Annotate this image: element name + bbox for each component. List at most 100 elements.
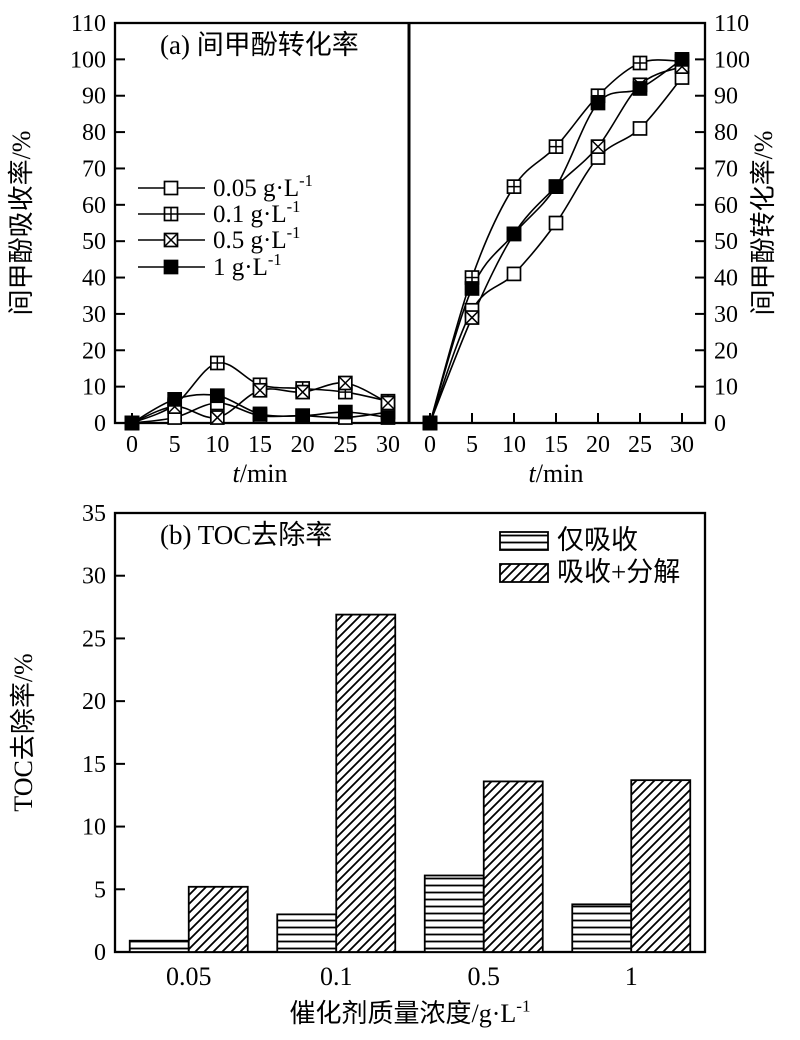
bar-diagonal xyxy=(335,613,397,953)
y-tick-label: 0 xyxy=(94,940,106,966)
bar-horizontal xyxy=(128,939,190,953)
y-tick-label-left: 80 xyxy=(82,120,106,146)
x-tick-label: 25 xyxy=(333,432,357,458)
x-tick-label: 10 xyxy=(205,432,229,458)
y-tick-label-right: 50 xyxy=(714,229,738,255)
data-point-marker-filled-square xyxy=(163,259,179,275)
y-tick-label-left: 90 xyxy=(82,84,106,110)
filled-square-glyph xyxy=(464,281,480,296)
y-axis-label: TOC去除率/% xyxy=(9,653,38,811)
filled-square-glyph xyxy=(422,415,438,431)
filled-square-glyph xyxy=(506,226,522,242)
filled-square-glyph xyxy=(209,388,225,404)
data-point-marker-filled-square xyxy=(464,281,480,296)
data-point-marker-open-square xyxy=(506,266,522,282)
panel-b-root: 0 5 10 15 20 25 30 35 0.05 0.1 0.5 1 (b) TOC去除率催化剂质量… xyxy=(9,501,707,1028)
y-tick-label-left: 30 xyxy=(82,302,106,328)
filled-square-glyph xyxy=(163,259,179,275)
y-tick-label: 20 xyxy=(82,689,106,715)
data-point-marker-x-square xyxy=(590,139,606,154)
x-category-label: 0.05 xyxy=(166,962,212,991)
open-square-glyph xyxy=(506,266,522,282)
plot-frame xyxy=(113,511,707,954)
x-tick-label: 20 xyxy=(586,432,610,458)
data-point-marker-plus-square xyxy=(209,355,225,371)
legend-label: 0.1 g·L-1 xyxy=(213,197,300,228)
marker-x-2 xyxy=(380,395,396,411)
marker-x-2 xyxy=(590,139,606,154)
y-tick-label-right: 0 xyxy=(714,411,726,437)
data-point-marker-filled-square xyxy=(295,408,311,424)
x-category-label: 0.1 xyxy=(320,962,353,991)
panel-a-line-chart: 0 0 10 10 20 20 30 30 40 40 50 50 60 60 70 70 80 80 90 90 10… xyxy=(0,0,800,490)
marker-x-2 xyxy=(163,232,179,248)
data-point-marker-plus-square xyxy=(163,206,179,222)
legend-swatch-diagonal xyxy=(499,563,549,583)
bar-chart-svg: 0 5 10 15 20 25 30 35 0.05 0.1 0.5 1 (b) TOC去除率催化剂质量… xyxy=(9,501,707,1028)
x-tick-label: 0 xyxy=(424,432,436,458)
y-axis-label-left: 间甲酚吸收率/% xyxy=(7,131,36,316)
filled-square-glyph xyxy=(590,95,606,111)
marker-x-2 xyxy=(252,383,268,398)
y-tick-label-right: 70 xyxy=(714,156,738,182)
marker-x-2 xyxy=(295,385,310,400)
panel-b-title: (b) TOC去除率 xyxy=(160,520,332,550)
y-axis-label-right: 间甲酚转化率/% xyxy=(749,131,778,316)
legend-label: 0.5 g·L-1 xyxy=(213,223,300,254)
y-tick-label-left: 60 xyxy=(82,193,106,219)
data-point-marker-plus-square xyxy=(632,55,648,71)
data-point-marker-open-square xyxy=(632,121,648,136)
bar-horizontal xyxy=(423,874,485,953)
x-tick-label: 30 xyxy=(670,432,694,458)
open-square-glyph xyxy=(548,215,564,231)
y-tick-label-left: 20 xyxy=(82,338,106,364)
legend-label: 仅吸收 xyxy=(557,525,638,555)
y-tick-label: 5 xyxy=(94,877,106,903)
filled-square-glyph xyxy=(674,52,690,67)
data-point-marker-filled-square xyxy=(209,388,225,404)
data-point-marker-x-square xyxy=(295,384,311,400)
y-tick-label-left: 50 xyxy=(82,229,106,255)
data-point-marker-x-square xyxy=(464,310,480,325)
filled-square-glyph xyxy=(337,404,353,420)
data-point-marker-plus-square xyxy=(506,179,522,194)
data-point-marker-filled-square xyxy=(422,415,438,431)
y-tick-label-right: 10 xyxy=(714,375,738,401)
data-point-marker-open-square xyxy=(163,180,179,196)
y-tick-label-right: 90 xyxy=(714,84,738,110)
data-point-marker-filled-square xyxy=(337,404,353,420)
data-point-marker-filled-square xyxy=(590,95,606,111)
y-tick-label: 15 xyxy=(82,752,106,778)
data-point-marker-filled-square xyxy=(632,81,648,96)
data-point-marker-x-square xyxy=(252,382,268,398)
x-tick-label: 0 xyxy=(126,432,138,458)
data-point-marker-open-square xyxy=(548,215,564,231)
y-tick-label: 35 xyxy=(82,501,106,527)
filled-square-glyph xyxy=(380,410,396,425)
data-point-marker-filled-square xyxy=(124,415,140,431)
y-tick-label-right: 110 xyxy=(714,11,749,37)
legend-label: 吸收+分解 xyxy=(557,557,680,587)
x-tick-label: 10 xyxy=(502,432,526,458)
data-point-marker-filled-square xyxy=(548,179,564,194)
open-square-glyph xyxy=(163,180,179,196)
x-tick-label: 20 xyxy=(291,432,315,458)
bar-diagonal xyxy=(187,885,249,953)
y-tick-label: 10 xyxy=(82,815,106,841)
data-point-marker-filled-square xyxy=(380,410,396,425)
marker-x-2 xyxy=(464,310,480,325)
filled-square-glyph xyxy=(167,392,183,407)
x-category-label: 0.5 xyxy=(468,962,501,991)
legend-label: 1 g·L-1 xyxy=(213,250,282,281)
data-point-marker-x-square xyxy=(163,232,179,248)
x-tick-label: 30 xyxy=(376,432,400,458)
y-tick-label-right: 100 xyxy=(714,47,750,73)
panel-a-title: (a) 间甲酚转化率 xyxy=(160,30,359,60)
y-tick-label-left: 70 xyxy=(82,156,106,182)
series-line xyxy=(429,65,683,424)
y-tick-label: 30 xyxy=(82,564,106,590)
x-tick-label: 5 xyxy=(169,432,181,458)
